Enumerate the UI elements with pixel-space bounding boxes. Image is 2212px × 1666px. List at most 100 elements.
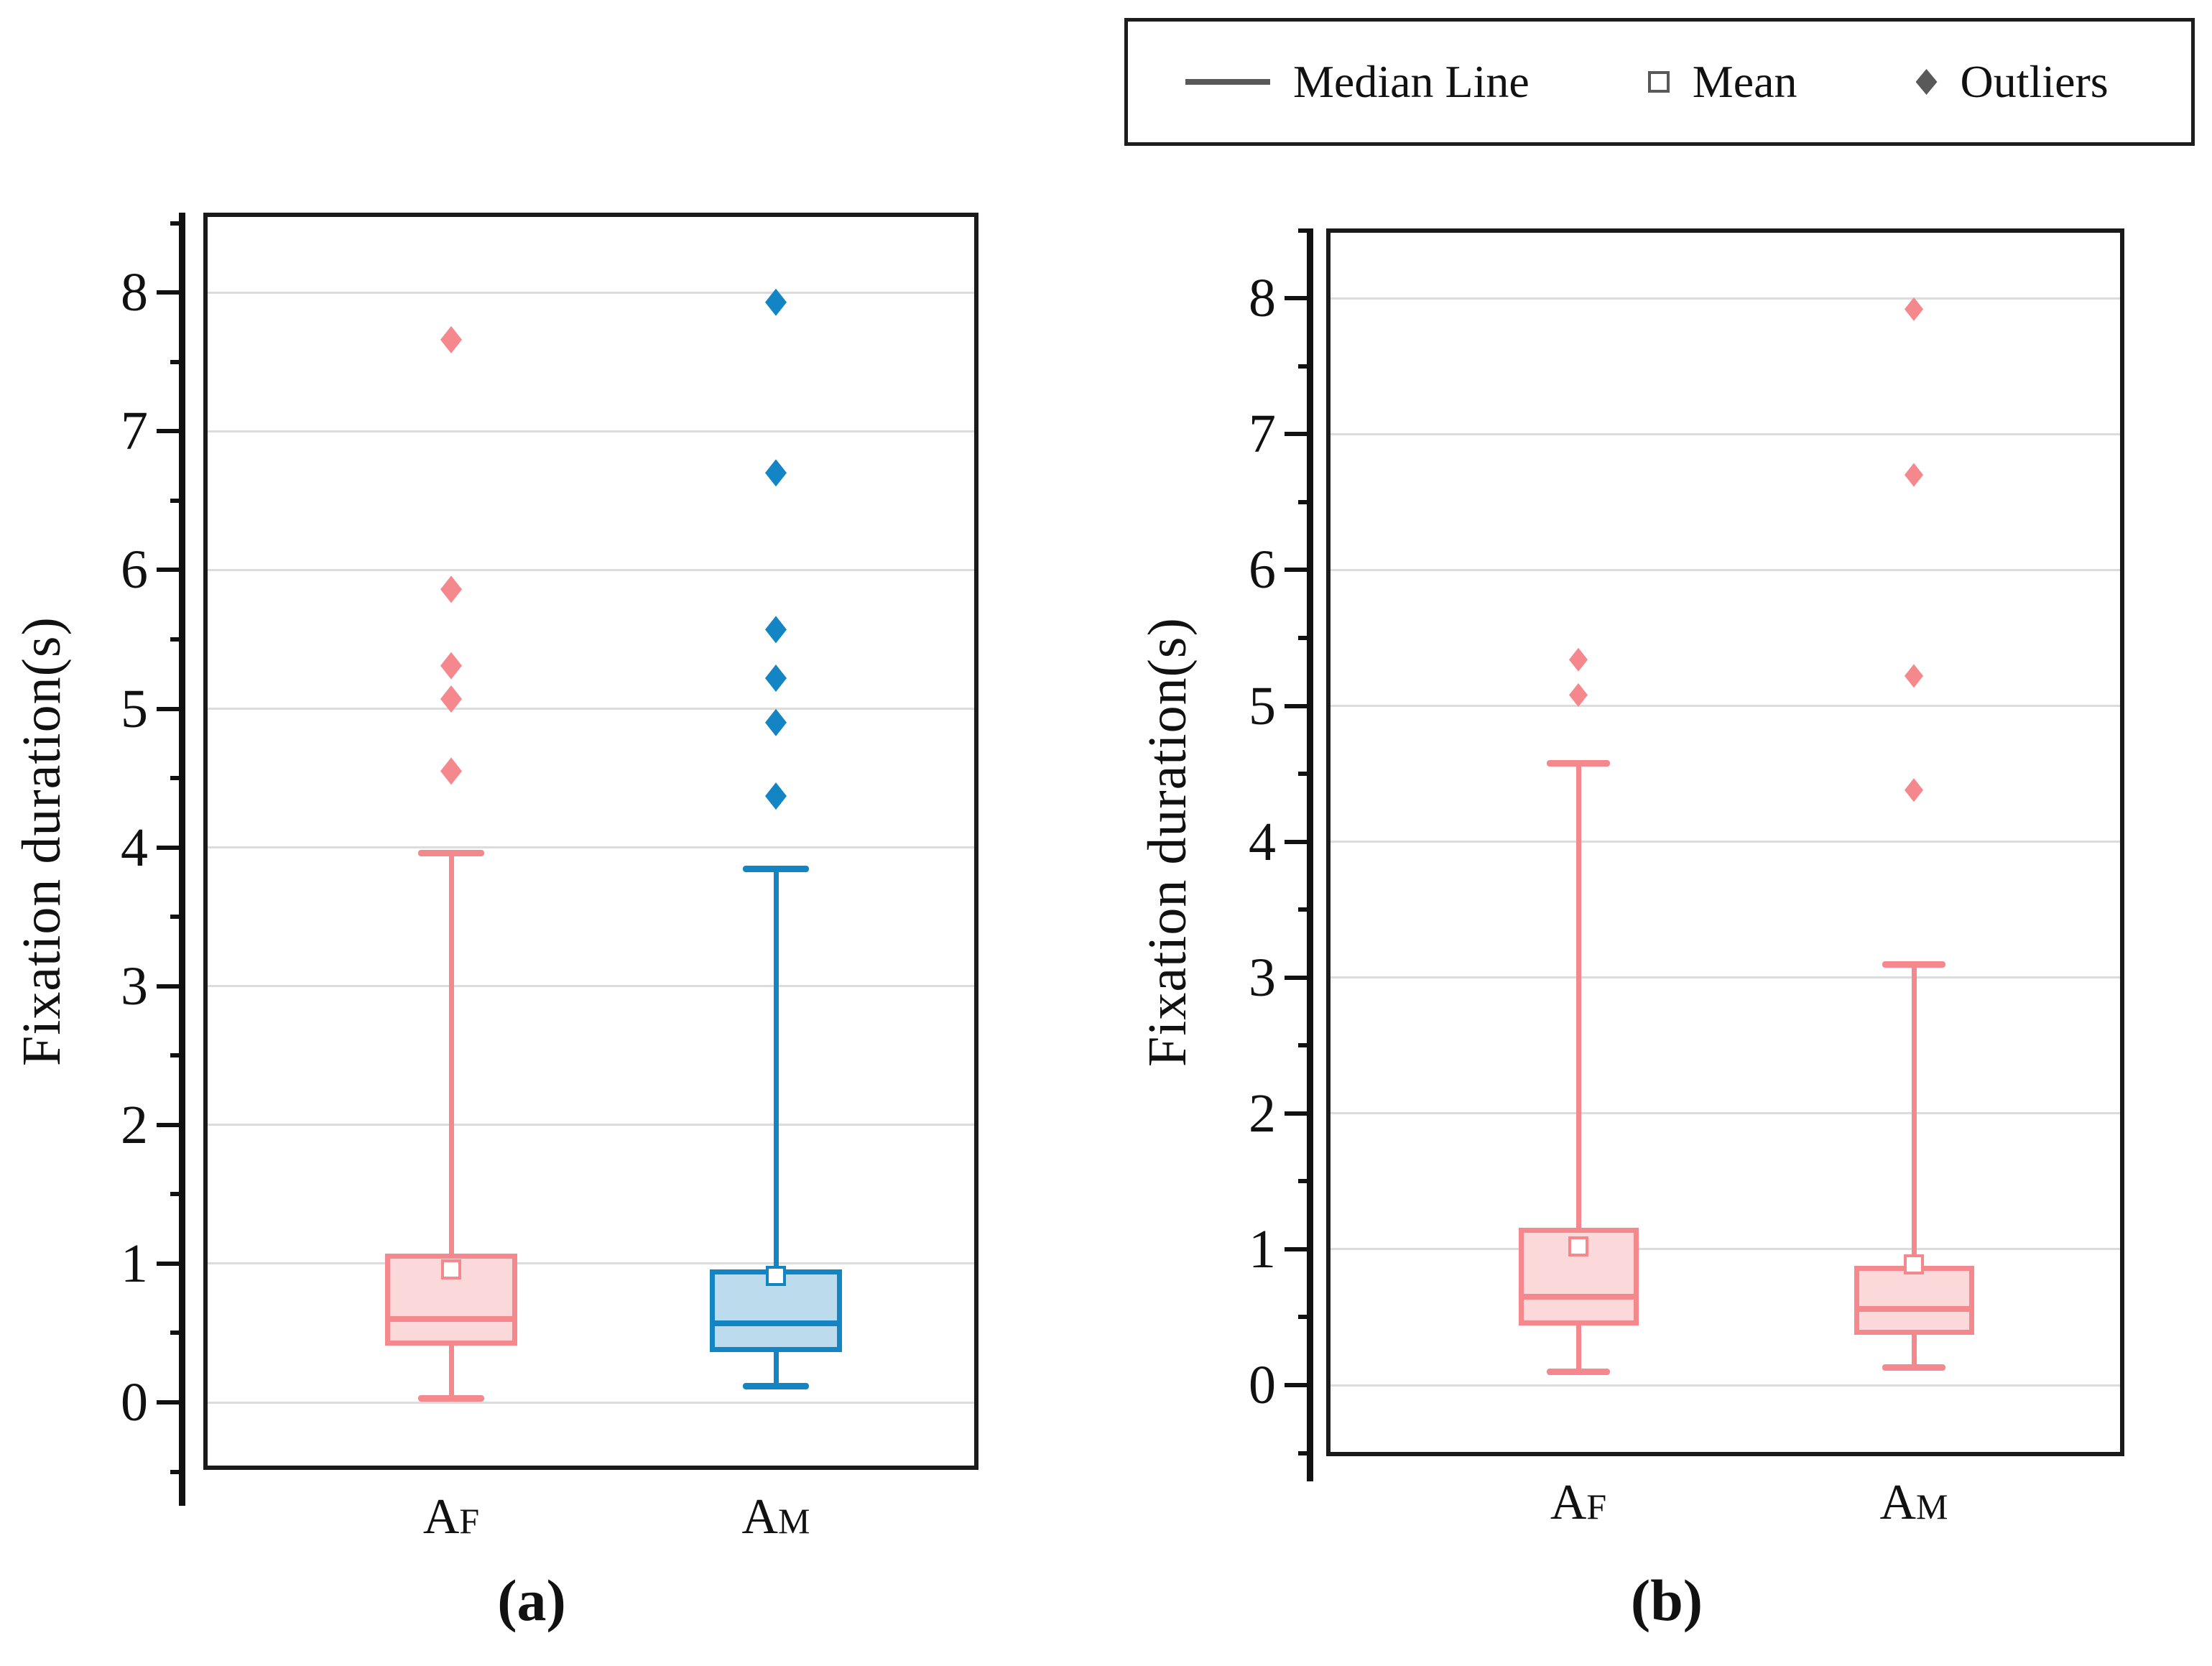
upper-whisker-AF bbox=[1575, 762, 1581, 1228]
legend-label-outliers: Outliers bbox=[1960, 56, 2109, 107]
lower-whisker-cap-AF bbox=[1547, 1369, 1610, 1376]
gridline-y2 bbox=[208, 1124, 974, 1126]
minor-tick bbox=[170, 776, 179, 781]
category-main: A bbox=[1879, 1475, 1917, 1530]
upper-whisker-cap-AF bbox=[418, 850, 484, 857]
gridline-y2 bbox=[1331, 1112, 2120, 1115]
minor-tick bbox=[170, 1192, 179, 1197]
lower-whisker-AM bbox=[773, 1352, 779, 1386]
gridline-y7 bbox=[208, 430, 974, 432]
lower-whisker-AF bbox=[448, 1345, 454, 1399]
minor-tick bbox=[170, 637, 179, 642]
y-axis-spine bbox=[179, 213, 185, 1506]
gridline-y0 bbox=[1331, 1384, 2120, 1387]
minor-tick bbox=[1298, 907, 1307, 912]
y-axis-spine bbox=[1307, 228, 1313, 1481]
gridline-y5 bbox=[1331, 705, 2120, 707]
minor-tick bbox=[1298, 1179, 1307, 1184]
legend-box: Median Line Mean Outliers bbox=[1124, 18, 2195, 146]
y-tick-label-4: 4 bbox=[121, 817, 148, 878]
lower-whisker-cap-AM bbox=[1882, 1364, 1945, 1371]
upper-whisker-AM bbox=[1911, 963, 1917, 1266]
plot-frame bbox=[1326, 228, 2124, 1456]
mean-marker-AM bbox=[1904, 1254, 1924, 1274]
y-tick-label-5: 5 bbox=[121, 678, 148, 739]
mean-marker-AF bbox=[1568, 1236, 1588, 1257]
gridline-y5 bbox=[208, 708, 974, 710]
y-tick-label-3: 3 bbox=[121, 955, 148, 1017]
category-subscript: M bbox=[778, 1501, 810, 1541]
upper-whisker-AM bbox=[773, 868, 779, 1269]
minor-tick bbox=[1298, 1450, 1307, 1456]
median-line-AF bbox=[390, 1316, 512, 1323]
lower-whisker-AF bbox=[1575, 1325, 1581, 1372]
y-tick-label-1: 1 bbox=[1249, 1218, 1276, 1279]
category-subscript: F bbox=[459, 1501, 480, 1541]
gridline-y3 bbox=[1331, 976, 2120, 979]
major-tick bbox=[1285, 839, 1307, 844]
gridline-y8 bbox=[1331, 297, 2120, 300]
category-main: A bbox=[1550, 1475, 1587, 1530]
y-tick-label-7: 7 bbox=[1249, 404, 1276, 465]
major-tick bbox=[157, 984, 179, 989]
minor-tick bbox=[1298, 228, 1307, 233]
category-subscript: M bbox=[1916, 1486, 1948, 1527]
gridline-y1 bbox=[1331, 1248, 2120, 1251]
major-tick bbox=[157, 568, 179, 573]
y-tick-label-8: 8 bbox=[121, 262, 148, 323]
y-tick-label-6: 6 bbox=[1249, 540, 1276, 601]
major-tick bbox=[1285, 1111, 1307, 1116]
y-tick-label-3: 3 bbox=[1249, 947, 1276, 1008]
upper-whisker-AF bbox=[448, 853, 454, 1254]
major-tick bbox=[1285, 296, 1307, 301]
major-tick bbox=[1285, 568, 1307, 573]
mean-square-icon bbox=[1647, 71, 1670, 93]
major-tick bbox=[157, 429, 179, 434]
y-tick-label-4: 4 bbox=[1249, 811, 1276, 872]
x-category-label-AM: AM bbox=[668, 1489, 884, 1550]
major-tick bbox=[157, 1400, 179, 1404]
median-line-AM bbox=[1859, 1306, 1969, 1313]
upper-whisker-cap-AM bbox=[743, 865, 809, 872]
y-tick-label-7: 7 bbox=[121, 401, 148, 462]
legend-label-median-line: Median Line bbox=[1293, 56, 1530, 107]
subfigure-caption-a: (a) bbox=[497, 1568, 566, 1633]
legend-item-outliers: Outliers bbox=[1915, 56, 2109, 107]
minor-tick bbox=[170, 221, 179, 226]
category-subscript: F bbox=[1586, 1486, 1607, 1527]
minor-tick bbox=[170, 1469, 179, 1474]
median-line-AM bbox=[715, 1320, 837, 1326]
upper-whisker-cap-AF bbox=[1547, 759, 1610, 767]
subfigure-caption-b: (b) bbox=[1630, 1568, 1703, 1633]
y-tick-label-6: 6 bbox=[121, 540, 148, 601]
lower-whisker-cap-AF bbox=[418, 1395, 484, 1402]
gridline-y3 bbox=[208, 985, 974, 988]
x-category-label-AF: AF bbox=[1471, 1474, 1686, 1535]
major-tick bbox=[157, 706, 179, 711]
gridline-y6 bbox=[1331, 568, 2120, 571]
minor-tick bbox=[1298, 1315, 1307, 1320]
lower-whisker-cap-AM bbox=[743, 1382, 809, 1389]
minor-tick bbox=[1298, 772, 1307, 777]
minor-tick bbox=[170, 1331, 179, 1336]
legend-item-median-line: Median Line bbox=[1185, 59, 1530, 105]
upper-whisker-cap-AM bbox=[1882, 961, 1945, 968]
y-tick-label-0: 0 bbox=[1249, 1355, 1276, 1415]
major-tick bbox=[157, 290, 179, 295]
box-AM bbox=[1854, 1265, 1974, 1336]
minor-tick bbox=[1298, 1043, 1307, 1048]
x-category-label-AM: AM bbox=[1806, 1474, 2022, 1535]
minor-tick bbox=[170, 1053, 179, 1058]
gridline-y7 bbox=[1331, 432, 2120, 435]
minor-tick bbox=[1298, 635, 1307, 640]
y-tick-label-8: 8 bbox=[1249, 268, 1276, 329]
gridline-y6 bbox=[208, 568, 974, 571]
y-tick-label-1: 1 bbox=[121, 1233, 148, 1294]
major-tick bbox=[157, 1261, 179, 1266]
major-tick bbox=[157, 1122, 179, 1127]
outliers-diamond-icon bbox=[1915, 69, 1938, 95]
major-tick bbox=[1285, 432, 1307, 437]
y-tick-label-2: 2 bbox=[1249, 1083, 1276, 1144]
legend-label-mean: Mean bbox=[1692, 56, 1797, 107]
